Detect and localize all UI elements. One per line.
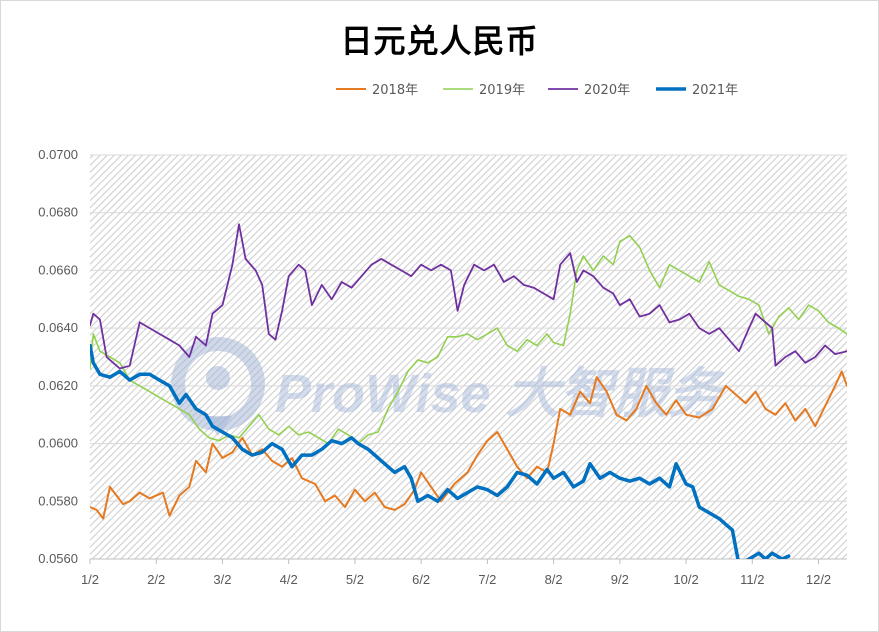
- x-tick-label: 9/2: [611, 572, 629, 587]
- series-line-2020年: [90, 223, 847, 370]
- y-tick-label: 0.0680: [38, 205, 78, 220]
- series-line-2019年: [90, 235, 847, 445]
- x-axis: 1/2 2/2 3/2 4/2 5/2 6/2 7/2 8/2 9/2 10/2 11/2 12/2: [81, 559, 831, 587]
- legend-label: 2021年: [692, 83, 738, 98]
- x-tick-label: 4/2: [280, 572, 298, 587]
- x-tick-label: 6/2: [412, 572, 430, 587]
- x-tick-label: 2/2: [147, 572, 165, 587]
- y-axis: 0.0560 0.0580 0.0600 0.0620 0.0640 0.0660 0.06…: [38, 147, 78, 566]
- y-tick-label: 0.0580: [38, 493, 78, 508]
- series-layer: [90, 223, 847, 559]
- gridlines: [90, 154, 847, 560]
- watermark-text: ProWise 大智服务: [275, 364, 728, 424]
- x-tick-label: 8/2: [545, 572, 563, 587]
- y-tick-label: 0.0620: [38, 378, 78, 393]
- watermark: ProWise 大智服务: [171, 337, 728, 436]
- y-tick-label: 0.0700: [38, 147, 78, 162]
- y-tick-label: 0.0640: [38, 320, 78, 335]
- x-tick-label: 3/2: [213, 572, 231, 587]
- y-tick-label: 0.0660: [38, 262, 78, 277]
- y-tick-label: 0.0600: [38, 436, 78, 451]
- legend-label: 2019年: [479, 83, 525, 98]
- x-tick-label: 11/2: [740, 572, 764, 587]
- x-tick-label: 1/2: [81, 572, 99, 587]
- x-tick-label: 5/2: [346, 572, 364, 587]
- chart-title: 日元兑人民币: [340, 22, 539, 60]
- legend: 2018年 2019年 2020年 2021年: [336, 83, 738, 98]
- x-tick-label: 7/2: [478, 572, 496, 587]
- legend-label: 2018年: [372, 83, 418, 98]
- y-tick-label: 0.0560: [38, 551, 78, 566]
- x-tick-label: 12/2: [806, 572, 831, 587]
- x-tick-label: 10/2: [673, 572, 698, 587]
- series-line-2018年: [90, 370, 847, 520]
- plot-area: [90, 155, 847, 559]
- series-line-2021年: [90, 343, 791, 559]
- legend-label: 2020年: [584, 83, 630, 98]
